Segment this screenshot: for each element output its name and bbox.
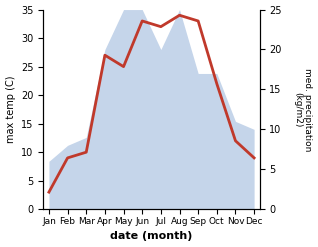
Y-axis label: max temp (C): max temp (C) [5,76,16,143]
X-axis label: date (month): date (month) [110,231,193,242]
Y-axis label: med. precipitation
(kg/m2): med. precipitation (kg/m2) [293,68,313,151]
